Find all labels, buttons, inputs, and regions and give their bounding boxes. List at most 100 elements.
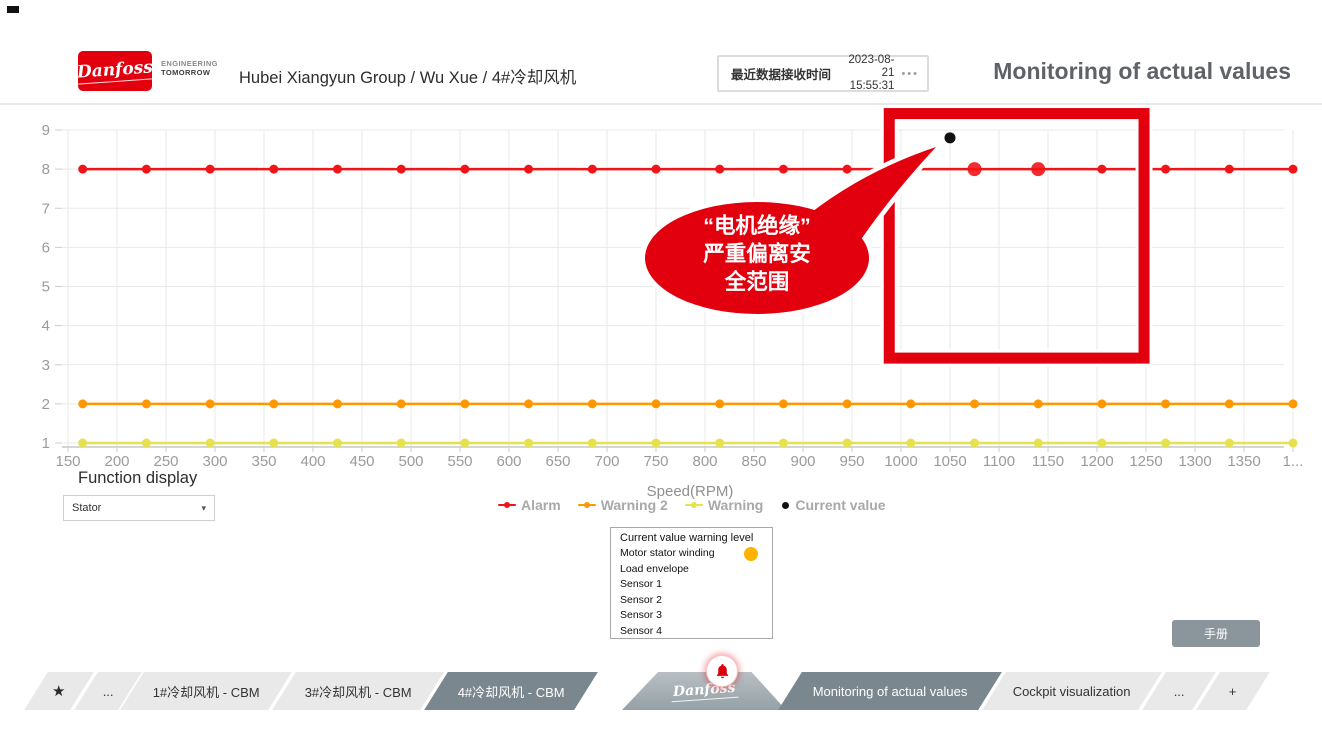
screen-corner-artifact (7, 6, 19, 13)
panel-row-label: Sensor 1 (620, 578, 663, 590)
legend-label: Current value (795, 497, 886, 513)
legend-label: Alarm (521, 497, 561, 513)
legend-item-warning-2[interactable]: Warning 2 (577, 497, 668, 513)
svg-text:850: 850 (741, 453, 766, 470)
svg-text:900: 900 (790, 453, 815, 470)
more-options-icon[interactable]: ••• (901, 67, 919, 80)
svg-text:3: 3 (42, 357, 50, 374)
tab-monitoring[interactable]: Monitoring of actual values (778, 672, 1002, 710)
svg-text:1...: 1... (1283, 453, 1304, 470)
panel-row-label: Sensor 2 (620, 593, 663, 606)
svg-text:严重偏离安: 严重偏离安 (703, 241, 811, 266)
tagline-line2: TOMORROW (161, 68, 211, 77)
function-display-label: Function display (78, 469, 198, 487)
svg-text:400: 400 (300, 453, 325, 470)
function-select[interactable]: Stator ▾ (63, 495, 215, 521)
svg-text:1200: 1200 (1080, 453, 1113, 470)
svg-text:250: 250 (153, 453, 178, 470)
legend-item-warning[interactable]: Warning (684, 497, 764, 513)
danfoss-tagline: ENGINEERING TOMORROW (161, 59, 218, 77)
svg-text:6: 6 (42, 239, 50, 256)
svg-text:1250: 1250 (1129, 453, 1162, 470)
line-dot-marker-icon (684, 501, 703, 510)
svg-text:550: 550 (447, 453, 472, 470)
danfoss-logo: Danfoss (74, 51, 156, 91)
last-data-date: 2023-08-21 (848, 54, 895, 79)
warning-level-panel: Current value warning level Motor stator… (610, 527, 773, 639)
svg-text:2: 2 (42, 396, 50, 413)
svg-text:800: 800 (692, 453, 717, 470)
svg-text:全范围: 全范围 (724, 269, 790, 294)
legend-item-current-value[interactable]: Current value (780, 497, 886, 513)
tab-fan4-cbm[interactable]: 4#冷却风机 - CBM (424, 672, 598, 710)
svg-text:150: 150 (55, 453, 80, 470)
svg-text:1100: 1100 (983, 453, 1015, 470)
panel-row-sensor-2: Sensor 2 (620, 593, 763, 609)
tab-home[interactable]: Danfoss (622, 672, 786, 710)
tab-label: ... (1173, 683, 1185, 699)
tab-cockpit[interactable]: Cockpit visualization (982, 672, 1162, 710)
svg-text:“电机绝缘”: “电机绝缘” (703, 213, 811, 238)
svg-text:350: 350 (251, 453, 276, 470)
danfoss-logo-text: Danfoss (74, 57, 156, 85)
last-data-time: 15:55:31 (849, 80, 895, 92)
svg-text:1300: 1300 (1178, 453, 1211, 470)
line-dot-marker-icon (498, 501, 516, 510)
function-select-value: Stator (72, 502, 102, 514)
svg-text:5: 5 (42, 279, 50, 296)
panel-row-label: Load envelope (620, 562, 689, 575)
legend-label: Warning 2 (600, 497, 668, 513)
chart-canvas[interactable]: 1 2 3 4 5 6 7 8 9 150 200 250 300 350 400 450 500 550 600 6… (0, 105, 1322, 475)
tagline-line1: ENGINEERING (161, 59, 218, 68)
breadcrumb: Hubei Xiangyun Group / Wu Xue / 4#冷却风机 (239, 69, 577, 87)
tab-fan1-cbm[interactable]: 1#冷却风机 - CBM (120, 672, 292, 710)
last-data-datetime: 2023-08-21 15:55:31 (841, 54, 894, 93)
line-dot-marker-icon (577, 501, 596, 510)
svg-text:700: 700 (594, 453, 619, 470)
warning-level-panel-rows: Motor stator winding Load envelope Sensor … (620, 546, 763, 639)
svg-text:8: 8 (42, 161, 50, 178)
dot-marker-icon (780, 501, 790, 510)
panel-row-sensor-4: Sensor 4 (620, 624, 763, 640)
svg-text:500: 500 (398, 453, 423, 470)
header-divider (0, 103, 1322, 105)
tab-label: Monitoring of actual values (812, 683, 968, 699)
last-data-label: 最近数据接收时间 (731, 68, 832, 82)
star-icon: ★ (52, 683, 66, 700)
notification-bell-icon[interactable] (707, 656, 737, 686)
legend-label: Warning (707, 497, 764, 513)
actual-values-chart[interactable]: 1 2 3 4 5 6 7 8 9 150 200 250 300 350 400 450 500 550 600 6… (0, 105, 1322, 475)
manual-button[interactable]: 手册 (1172, 620, 1260, 647)
svg-text:650: 650 (545, 453, 570, 470)
svg-text:300: 300 (202, 453, 227, 470)
svg-text:1: 1 (42, 435, 50, 452)
panel-row-sensor-1: Sensor 1 (620, 577, 763, 593)
chevron-down-icon: ▾ (201, 502, 206, 513)
panel-row-motor-stator-winding: Motor stator winding (620, 546, 763, 562)
svg-text:750: 750 (643, 453, 668, 470)
svg-text:450: 450 (349, 453, 374, 470)
svg-text:600: 600 (496, 453, 521, 470)
svg-text:4: 4 (42, 318, 50, 335)
tab-label: 3#冷却风机 - CBM (304, 684, 412, 700)
tab-label: ... (102, 683, 114, 699)
tab-label: 4#冷却风机 - CBM (457, 684, 565, 700)
status-dot-icon (744, 547, 758, 561)
svg-text:7: 7 (42, 200, 50, 217)
x-axis-label: Speed(RPM) (646, 483, 734, 500)
tab-label: + (1229, 683, 1237, 699)
svg-text:9: 9 (42, 122, 50, 139)
panel-row-sensor-3: Sensor 3 (620, 608, 763, 624)
last-data-received-box: 最近数据接收时间 2023-08-21 15:55:31 ••• (717, 54, 929, 93)
svg-text:1000: 1000 (884, 453, 917, 470)
panel-row-label: Motor stator winding (620, 547, 715, 559)
warning-level-panel-title: Current value warning level (620, 532, 754, 544)
panel-row-label: Sensor 4 (620, 624, 663, 637)
tab-label: Cockpit visualization (1013, 683, 1131, 699)
tab-fan3-cbm[interactable]: 3#冷却风机 - CBM (272, 672, 444, 710)
chart-legend: Alarm Warning 2 Warning Current value (498, 496, 886, 514)
svg-text:1050: 1050 (933, 453, 966, 470)
legend-item-alarm[interactable]: Alarm (498, 497, 561, 513)
tab-label: 1#冷却风机 - CBM (152, 684, 260, 700)
